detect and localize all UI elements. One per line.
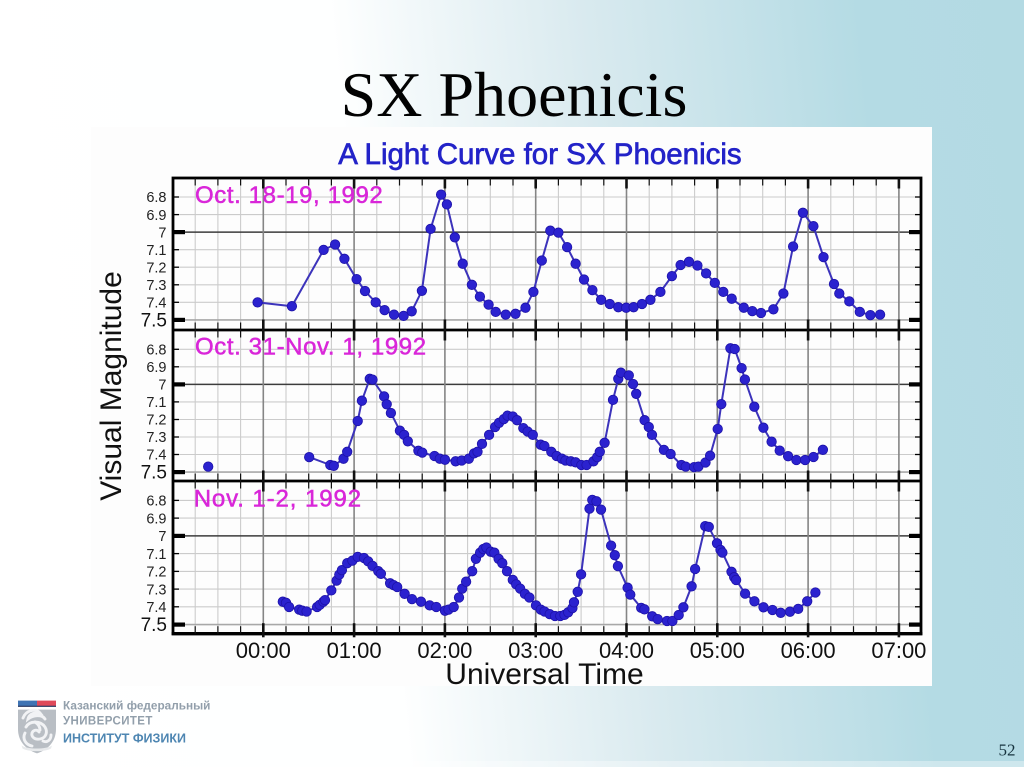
svg-text:6.9: 6.9 xyxy=(146,208,166,224)
svg-text:Oct. 31-Nov. 1, 1992: Oct. 31-Nov. 1, 1992 xyxy=(195,334,427,361)
svg-text:01:00: 01:00 xyxy=(327,638,382,663)
svg-text:УНИВЕРСИТЕТ: УНИВЕРСИТЕТ xyxy=(63,716,153,728)
svg-text:7.5: 7.5 xyxy=(141,463,167,484)
svg-text:04:00: 04:00 xyxy=(599,638,654,663)
svg-text:7.3: 7.3 xyxy=(146,582,166,598)
svg-text:Visual Magnitude: Visual Magnitude xyxy=(95,271,128,501)
svg-text:6.8: 6.8 xyxy=(146,190,166,206)
svg-text:06:00: 06:00 xyxy=(781,638,836,663)
svg-text:7: 7 xyxy=(158,378,166,394)
svg-text:02:00: 02:00 xyxy=(417,638,472,663)
svg-text:SX Phoenicis: SX Phoenicis xyxy=(341,59,688,130)
svg-text:03:00: 03:00 xyxy=(508,638,563,663)
svg-text:7.1: 7.1 xyxy=(146,243,166,259)
svg-text:Oct. 18-19, 1992: Oct. 18-19, 1992 xyxy=(195,182,383,209)
svg-text:7.2: 7.2 xyxy=(146,565,166,581)
svg-text:6.8: 6.8 xyxy=(146,343,166,359)
svg-text:7.2: 7.2 xyxy=(146,413,166,429)
svg-text:52: 52 xyxy=(999,741,1016,760)
svg-text:7.2: 7.2 xyxy=(146,260,166,276)
svg-text:7.1: 7.1 xyxy=(146,547,166,563)
svg-text:6.9: 6.9 xyxy=(146,360,166,376)
svg-text:6.8: 6.8 xyxy=(146,494,166,510)
svg-text:ИНСТИТУТ ФИЗИКИ: ИНСТИТУТ ФИЗИКИ xyxy=(63,732,186,746)
svg-text:7.5: 7.5 xyxy=(141,615,167,636)
svg-text:Universal Time: Universal Time xyxy=(445,658,643,691)
svg-text:A Light Curve for SX Phoenicis: A Light Curve for SX Phoenicis xyxy=(338,138,741,171)
svg-text:7: 7 xyxy=(158,225,166,241)
svg-text:7.4: 7.4 xyxy=(146,448,166,464)
svg-text:7.3: 7.3 xyxy=(146,430,166,446)
svg-text:Казанский федеральный: Казанский федеральный xyxy=(63,699,210,713)
svg-text:6.9: 6.9 xyxy=(146,511,166,527)
svg-text:7.1: 7.1 xyxy=(146,395,166,411)
svg-text:7.4: 7.4 xyxy=(146,296,166,312)
svg-text:Nov. 1-2, 1992: Nov. 1-2, 1992 xyxy=(194,486,362,513)
svg-text:05:00: 05:00 xyxy=(690,638,745,663)
svg-text:07:00: 07:00 xyxy=(871,638,926,663)
svg-text:7: 7 xyxy=(158,529,166,545)
svg-text:7.4: 7.4 xyxy=(146,600,166,616)
svg-text:7.3: 7.3 xyxy=(146,278,166,294)
svg-text:00:00: 00:00 xyxy=(236,638,291,663)
svg-text:7.5: 7.5 xyxy=(141,311,167,332)
